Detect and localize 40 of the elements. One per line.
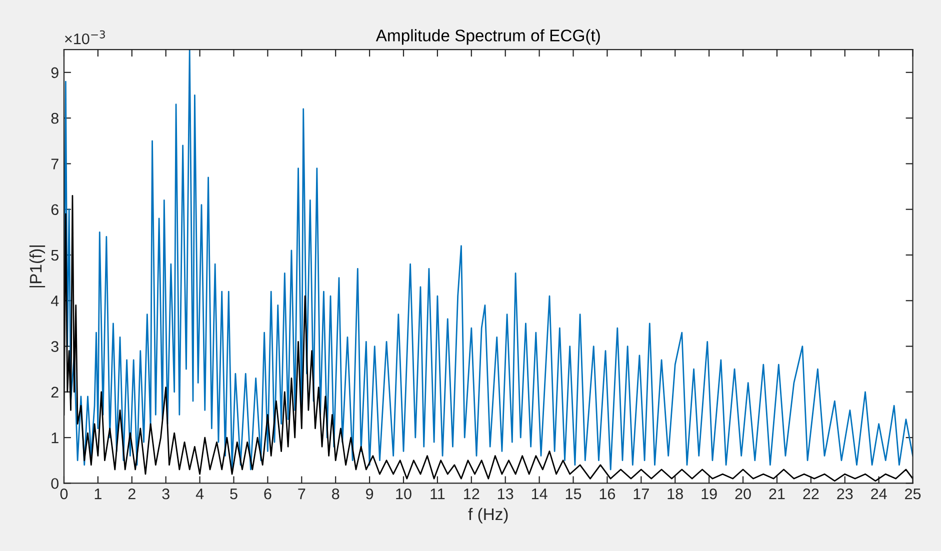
x-tick-label: 20 (735, 488, 751, 500)
x-tick-label: 14 (532, 488, 548, 500)
chart-title: Amplitude Spectrum of ECG(t) (376, 29, 600, 45)
y-tick-label: 8 (51, 112, 58, 124)
x-tick-label: 23 (837, 488, 853, 500)
x-tick-label: 22 (803, 488, 819, 500)
x-tick-label: 5 (230, 488, 238, 500)
x-tick-label: 1 (94, 488, 102, 500)
x-tick-label: 24 (871, 488, 887, 500)
x-tick-label: 16 (600, 488, 616, 500)
x-tick-label: 25 (905, 488, 921, 500)
x-tick-label: 7 (298, 488, 306, 500)
y-axis-title: |P1(f)| (29, 246, 46, 288)
x-tick-label: 0 (60, 488, 68, 500)
x-tick-label: 18 (668, 488, 683, 500)
y-tick-label: 2 (51, 386, 58, 398)
x-tick-label: 11 (430, 488, 445, 500)
y-tick-label: 0 (51, 478, 59, 489)
y-tick-label: 4 (50, 296, 59, 306)
x-tick-label: 3 (162, 488, 170, 500)
x-tick-label: 19 (702, 488, 717, 500)
x-tick-label: 10 (396, 488, 412, 500)
x-tick-label: 8 (332, 488, 340, 500)
x-tick-label: 13 (498, 488, 514, 500)
text: ×10$^{−3}$ (65, 30, 105, 44)
x-tick-label: 9 (366, 488, 374, 500)
y-tick-label: 5 (51, 250, 58, 261)
y-tick-label: 1 (52, 432, 58, 444)
y-tick-label: 6 (51, 204, 58, 216)
y-tick-label: 9 (51, 67, 58, 78)
x-tick-label: 6 (264, 488, 272, 500)
x-tick-label: 21 (769, 488, 785, 500)
x-axis-title: f (Hz) (468, 508, 508, 524)
y-tick-label: 7 (51, 158, 58, 170)
x-tick-label: 2 (128, 488, 136, 500)
x-tick-label: 4 (196, 488, 204, 500)
x-tick-label: 17 (634, 488, 649, 500)
y-tick-label: 3 (51, 341, 58, 352)
x-tick-label: 12 (464, 488, 480, 500)
x-tick-label: 15 (566, 488, 582, 500)
